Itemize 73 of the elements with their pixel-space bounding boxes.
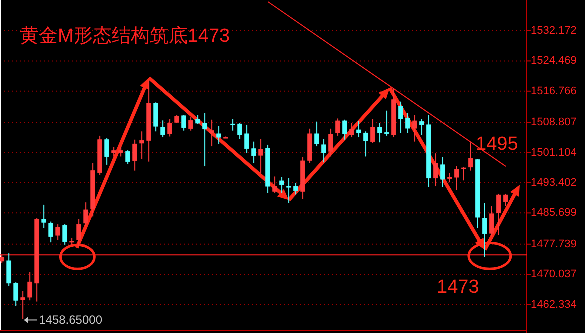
candlestick [104,138,110,166]
y-tick-label: 1524.469 [531,55,577,68]
y-tick-label: 1462.334 [531,298,577,311]
candlestick [188,117,194,132]
candlestick [182,114,186,132]
y-tick-label: 1477.739 [531,238,577,250]
candlestick [118,146,124,158]
candlestick [28,272,33,302]
candlestick [336,118,340,136]
candlestick [350,122,354,138]
candlestick [378,122,382,144]
candlestick [342,119,348,140]
candlestick [280,177,284,194]
candlestick [210,119,214,148]
candlestick [286,178,292,204]
annotation: 1458.65000 [39,313,103,328]
candlestick [202,112,208,168]
candlestick [454,166,460,191]
candlestick [42,204,47,229]
candlestick [468,142,474,172]
candlestick [462,166,466,182]
candlestick [434,153,438,188]
candlestick [322,138,326,164]
candlestick [496,193,502,236]
y-tick-label: 1532.172 [531,25,577,37]
candlestick [314,121,320,148]
candlestick [412,114,418,142]
candlestick [62,224,68,246]
candlestick [272,176,278,194]
candlestick [56,224,61,241]
candlestick [132,139,138,172]
candlestick [490,206,494,238]
candlestick [238,122,242,140]
candlestick [6,253,12,287]
candlestick [216,126,222,145]
candlestick [126,150,130,165]
candlestick [448,172,452,184]
candlestick [356,120,362,138]
candlestick [48,221,54,244]
candlestick [154,102,158,132]
candlestick [76,218,82,247]
text: 黄金M形态结构筑底1473 [20,25,230,47]
y-tick-label: 1485.699 [531,207,577,220]
y-tick-label: 1501.104 [531,146,577,159]
candlestick [252,141,256,164]
candlestick [140,131,144,160]
annotation: 1495 [476,134,518,155]
candlestick [14,282,19,307]
candlestick [230,118,236,132]
candlestick [294,182,298,196]
candlestick [160,120,166,138]
candlestick [20,290,26,320]
candlestick [504,193,508,207]
candlestick [244,124,250,154]
candlestick [482,202,488,258]
y-tick-label: 1508.807 [531,116,577,129]
candlestick [84,202,89,227]
candlestick [420,118,424,136]
candlestick [406,112,410,134]
candlestick [196,114,200,125]
candlestick [384,110,390,136]
annotation: 1473 [437,277,480,298]
candlestick [370,118,376,144]
candlestick [112,146,116,158]
y-tick-label: 1493.402 [531,176,577,189]
candlestick [168,118,172,138]
candlestick [364,131,368,158]
y-tick-label: 1516.766 [531,85,577,98]
candlestick [258,138,264,174]
y-tick-label: 1470.037 [531,268,577,281]
candlestick [398,101,404,134]
candlestick [440,156,446,188]
candlestick [328,128,334,158]
